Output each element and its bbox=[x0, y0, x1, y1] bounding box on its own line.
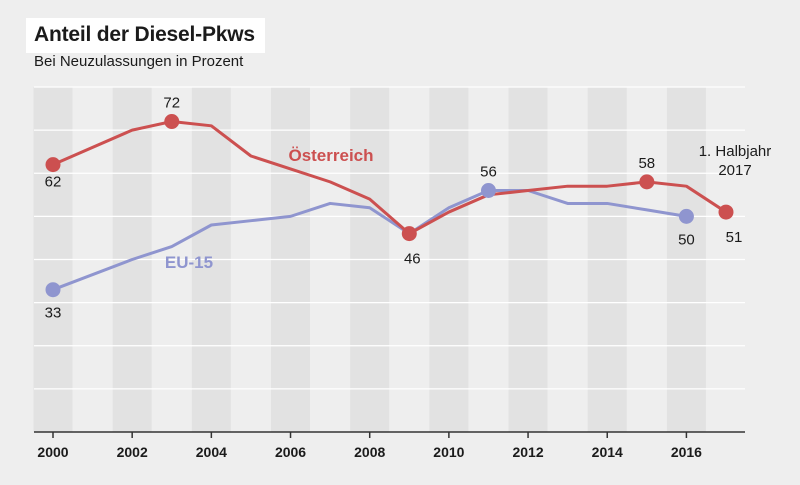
data-label: 46 bbox=[404, 251, 421, 268]
x-tick-label: 2004 bbox=[196, 444, 227, 460]
data-label: 72 bbox=[163, 95, 180, 112]
x-tick-label: 2008 bbox=[354, 444, 385, 460]
x-tick-label: 2000 bbox=[37, 444, 68, 460]
chart-title: Anteil der Diesel-Pkws bbox=[34, 23, 255, 46]
note-label-line2: 2017 bbox=[718, 162, 751, 179]
data-label: 33 bbox=[45, 305, 62, 322]
data-point-marker bbox=[639, 174, 655, 190]
data-point-marker bbox=[480, 183, 496, 198]
data-point-marker bbox=[164, 114, 180, 129]
data-point-marker bbox=[678, 208, 694, 224]
data-point-marker bbox=[718, 204, 734, 220]
data-label: 50 bbox=[678, 231, 695, 248]
x-tick-label: 2006 bbox=[275, 444, 306, 460]
note-label-line1: 1. Halbjahr bbox=[699, 143, 772, 160]
data-point-marker bbox=[45, 157, 61, 173]
data-point-marker bbox=[401, 226, 417, 242]
data-label: 56 bbox=[480, 164, 497, 181]
x-tick-label: 2012 bbox=[512, 444, 543, 460]
series-label-oesterreich: Österreich bbox=[288, 146, 373, 165]
series-label-eu15: EU-15 bbox=[165, 253, 213, 272]
chart-subtitle: Bei Neuzulassungen in Prozent bbox=[34, 53, 244, 70]
data-label: 62 bbox=[45, 174, 62, 191]
x-tick-label: 2016 bbox=[671, 444, 702, 460]
title-box: Anteil der Diesel-Pkws bbox=[26, 18, 265, 53]
x-tick-label: 2002 bbox=[117, 444, 148, 460]
data-label: 58 bbox=[638, 155, 655, 172]
data-label: 51 bbox=[726, 229, 743, 246]
x-tick-label: 2014 bbox=[592, 444, 623, 460]
data-point-marker bbox=[45, 282, 61, 298]
x-tick-label: 2010 bbox=[433, 444, 464, 460]
series-line bbox=[51, 189, 688, 292]
